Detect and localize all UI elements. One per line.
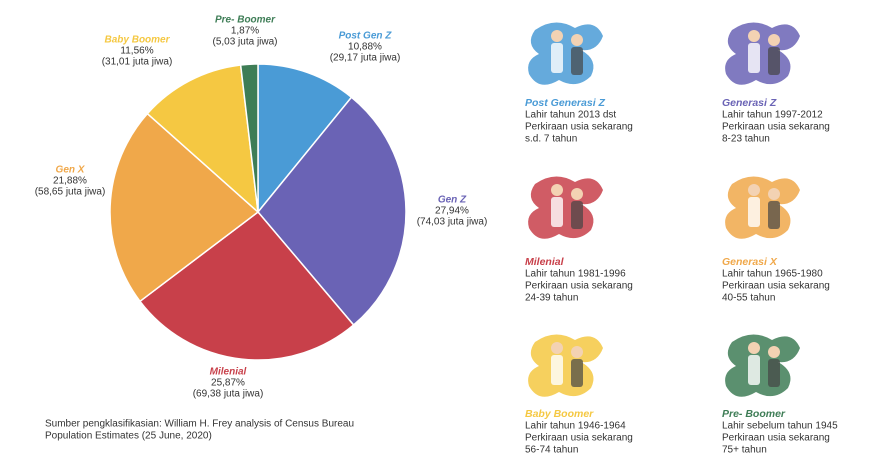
card-icon-person — [768, 34, 780, 46]
slice-percent: 1,87% — [231, 26, 259, 37]
slice-percent: 11,56% — [120, 46, 153, 57]
card-line: Lahir sebelum tahun 1945 — [722, 421, 838, 432]
card-icon-person — [571, 47, 583, 75]
card-icon-person — [768, 201, 780, 229]
slice-name: Gen X — [56, 165, 86, 176]
card-icon-person — [748, 355, 760, 385]
card-icon-person — [768, 346, 780, 358]
slice-percent: 10,88% — [348, 42, 382, 53]
slice-population: (74,03 juta jiwa) — [417, 217, 488, 228]
card-line: Perkiraan usia sekarang — [525, 122, 633, 133]
card-icon-person — [748, 342, 760, 354]
card-icon-person — [551, 30, 563, 42]
card-line: Perkiraan usia sekarang — [722, 122, 830, 133]
card-icon-person — [571, 34, 583, 46]
card-title: Post Generasi Z — [525, 97, 606, 109]
card-icon-person — [748, 30, 760, 42]
card-line: 8-23 tahun — [722, 134, 770, 145]
card-line: Perkiraan usia sekarang — [722, 281, 830, 292]
card-title: Milenial — [525, 256, 565, 268]
card-title: Generasi X — [722, 256, 778, 268]
slice-population: (5,03 juta jiwa) — [212, 37, 277, 48]
card-line: 24-39 tahun — [525, 293, 578, 304]
card-icon-person — [551, 355, 563, 385]
slice-name: Gen Z — [438, 195, 467, 206]
card-icon-person — [748, 197, 760, 227]
card-title: Baby Boomer — [525, 408, 594, 420]
slice-population: (31,01 juta jiwa) — [102, 57, 173, 68]
card-line: Perkiraan usia sekarang — [525, 433, 633, 444]
card-line: 40-55 tahun — [722, 293, 775, 304]
source-line: Population Estimates (25 June, 2020) — [45, 431, 212, 442]
card-icon-person — [768, 47, 780, 75]
card-title: Generasi Z — [722, 97, 777, 109]
infographic: Sumber pengklasifikasian: William H. Fre… — [0, 0, 882, 476]
source-line: Sumber pengklasifikasian: William H. Fre… — [45, 419, 354, 430]
card-icon-person — [551, 342, 563, 354]
card-line: Lahir tahun 1997-2012 — [722, 110, 823, 121]
card-line: Lahir tahun 2013 dst — [525, 110, 616, 121]
card-icon-person — [551, 197, 563, 227]
card-icon-person — [551, 43, 563, 73]
card-icon-person — [571, 188, 583, 200]
slice-percent: 27,94% — [435, 206, 469, 217]
card-line: Lahir tahun 1946-1964 — [525, 421, 626, 432]
slice-name: Pre- Boomer — [215, 15, 276, 26]
slice-population: (58,65 juta jiwa) — [35, 187, 106, 198]
slice-percent: 25,87% — [211, 378, 245, 389]
card-line: Lahir tahun 1965-1980 — [722, 269, 823, 280]
card-icon-person — [748, 43, 760, 73]
card-line: 75+ tahun — [722, 445, 767, 456]
card-icon-person — [748, 184, 760, 196]
card-icon-person — [768, 359, 780, 387]
slice-percent: 21,88% — [53, 176, 87, 187]
slice-name: Milenial — [210, 367, 247, 378]
card-icon-person — [571, 346, 583, 358]
card-line: s.d. 7 tahun — [525, 134, 577, 145]
slice-name: Post Gen Z — [339, 31, 393, 42]
card-icon-person — [571, 359, 583, 387]
card-line: Perkiraan usia sekarang — [525, 281, 633, 292]
card-title: Pre- Boomer — [722, 408, 786, 420]
card-icon-person — [768, 188, 780, 200]
card-line: Perkiraan usia sekarang — [722, 433, 830, 444]
slice-population: (69,38 juta jiwa) — [193, 389, 264, 400]
card-line: Lahir tahun 1981-1996 — [525, 269, 626, 280]
card-icon-person — [551, 184, 563, 196]
slice-name: Baby Boomer — [104, 35, 170, 46]
card-icon-person — [571, 201, 583, 229]
card-line: 56-74 tahun — [525, 445, 578, 456]
slice-population: (29,17 juta jiwa) — [330, 53, 401, 64]
